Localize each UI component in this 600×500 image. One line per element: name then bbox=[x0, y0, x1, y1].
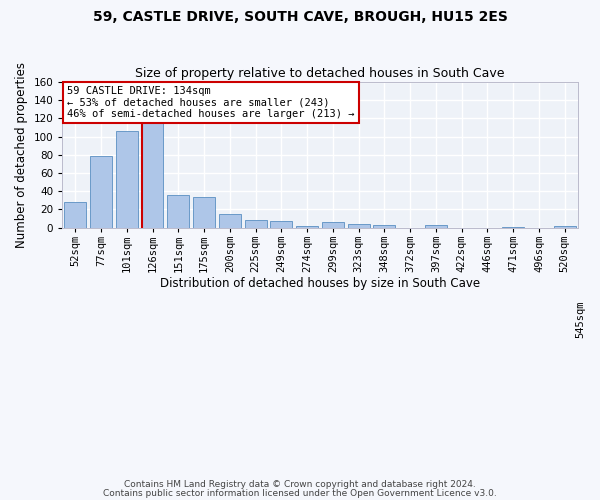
Bar bbox=[193, 196, 215, 228]
Bar bbox=[167, 195, 189, 228]
Bar bbox=[90, 156, 112, 228]
Bar bbox=[554, 226, 576, 228]
Bar bbox=[373, 225, 395, 228]
Bar bbox=[64, 202, 86, 228]
Text: 545sqm: 545sqm bbox=[575, 300, 585, 338]
Text: Contains HM Land Registry data © Crown copyright and database right 2024.: Contains HM Land Registry data © Crown c… bbox=[124, 480, 476, 489]
Bar bbox=[271, 221, 292, 228]
Bar bbox=[348, 224, 370, 228]
Bar bbox=[219, 214, 241, 228]
X-axis label: Distribution of detached houses by size in South Cave: Distribution of detached houses by size … bbox=[160, 278, 480, 290]
Y-axis label: Number of detached properties: Number of detached properties bbox=[15, 62, 28, 248]
Bar bbox=[142, 110, 163, 228]
Bar bbox=[116, 131, 138, 228]
Bar bbox=[322, 222, 344, 228]
Text: 59, CASTLE DRIVE, SOUTH CAVE, BROUGH, HU15 2ES: 59, CASTLE DRIVE, SOUTH CAVE, BROUGH, HU… bbox=[92, 10, 508, 24]
Text: Contains public sector information licensed under the Open Government Licence v3: Contains public sector information licen… bbox=[103, 488, 497, 498]
Bar bbox=[502, 226, 524, 228]
Bar bbox=[425, 225, 447, 228]
Title: Size of property relative to detached houses in South Cave: Size of property relative to detached ho… bbox=[135, 66, 505, 80]
Text: 59 CASTLE DRIVE: 134sqm
← 53% of detached houses are smaller (243)
46% of semi-d: 59 CASTLE DRIVE: 134sqm ← 53% of detache… bbox=[67, 86, 355, 119]
Bar bbox=[245, 220, 266, 228]
Bar bbox=[296, 226, 318, 228]
